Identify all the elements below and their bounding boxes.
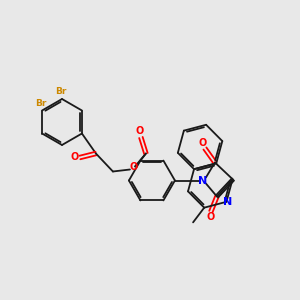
Text: Br: Br — [55, 87, 67, 96]
Text: Br: Br — [35, 98, 47, 107]
Text: O: O — [207, 212, 215, 223]
Text: O: O — [130, 163, 138, 172]
Text: O: O — [136, 127, 144, 136]
Text: O: O — [71, 152, 79, 163]
Text: O: O — [199, 137, 207, 148]
Text: N: N — [198, 176, 208, 185]
Text: N: N — [223, 197, 232, 207]
